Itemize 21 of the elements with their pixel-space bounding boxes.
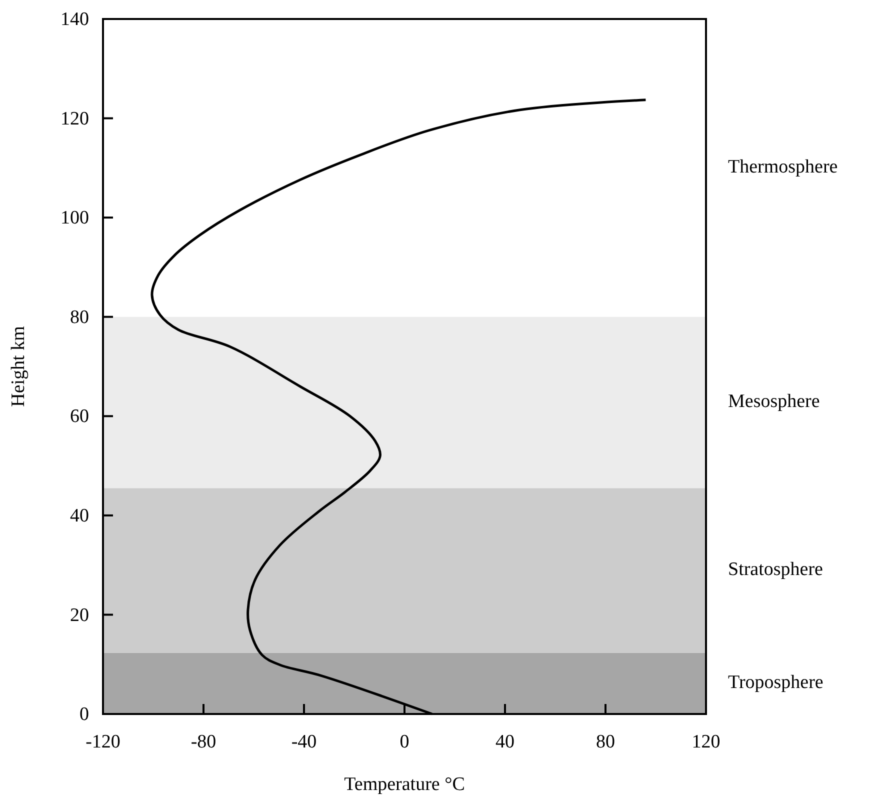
y-tick-label: 140: [60, 9, 89, 30]
y-tick-label: 120: [60, 108, 89, 130]
x-tick-label: 40: [496, 731, 514, 752]
band-label: Stratosphere: [728, 558, 823, 580]
x-axis-title: Temperature °C: [344, 774, 465, 795]
y-tick-label: 100: [60, 208, 89, 229]
y-tick-label: 0: [80, 704, 89, 726]
text: Thermosphere: [728, 156, 838, 178]
y-axis-title: Height km: [8, 326, 29, 407]
x-tick-label: -80: [190, 731, 216, 752]
y-tick-label: 40: [70, 506, 89, 527]
x-tick-label: 0: [400, 731, 410, 752]
x-tick-label: 120: [692, 731, 720, 752]
x-tick-label: 80: [596, 731, 615, 752]
x-tick-label: -40: [291, 731, 317, 752]
y-tick-label: 80: [70, 306, 89, 328]
y-tick-label: 60: [70, 406, 89, 428]
band-label: Mesosphere: [728, 390, 820, 412]
band-label: Troposphere: [728, 672, 824, 693]
x-tick-label: -120: [86, 731, 120, 752]
y-tick-label: 20: [70, 604, 89, 626]
